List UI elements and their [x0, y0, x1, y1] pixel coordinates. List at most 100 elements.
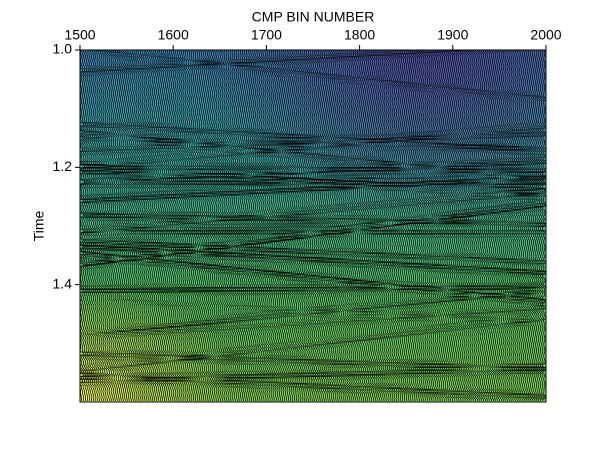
wiggle: [516, 50, 525, 402]
wiggle: [226, 50, 234, 402]
wiggle: [336, 50, 345, 402]
wiggle: [500, 50, 508, 402]
wiggle: [260, 50, 269, 402]
wiggle: [488, 50, 496, 402]
wiggle: [492, 50, 500, 402]
wiggle: [482, 50, 490, 402]
wiggle: [271, 50, 279, 402]
wiggle: [512, 50, 521, 402]
wiggle: [416, 50, 424, 402]
wiggle: [236, 50, 244, 402]
wiggle: [402, 50, 410, 402]
wiggle: [361, 50, 369, 402]
wiggle: [342, 50, 351, 402]
wiggle: [291, 50, 300, 402]
wiggle: [400, 50, 408, 402]
wiggle: [191, 50, 199, 402]
wiggle: [106, 50, 115, 402]
wiggle: [396, 50, 404, 402]
wiggle: [490, 50, 498, 402]
y-tick-label: 1.0: [53, 41, 73, 57]
wiggle: [332, 50, 341, 402]
wiggle: [88, 50, 96, 402]
wiggle: [305, 50, 314, 402]
wiggle: [375, 50, 383, 402]
wiggle: [92, 50, 100, 402]
wiggle: [152, 50, 160, 402]
wiggle: [533, 50, 541, 402]
wiggle: [431, 50, 439, 402]
wiggle: [369, 50, 377, 402]
wiggle: [318, 50, 326, 402]
wiggle: [437, 50, 445, 402]
wiggle: [484, 50, 492, 402]
wiggle: [394, 50, 402, 402]
wiggle: [147, 50, 156, 402]
wiggle: [502, 50, 510, 402]
wiggle: [182, 50, 191, 402]
wiggle: [523, 50, 531, 402]
wiggle-traces: [80, 50, 546, 402]
wiggle: [137, 50, 145, 402]
wiggle: [129, 50, 137, 402]
wiggle: [185, 50, 193, 402]
wiggle: [363, 50, 371, 402]
wiggle: [439, 50, 447, 402]
plot-frame: [79, 49, 547, 403]
wiggle: [472, 50, 480, 402]
wiggle: [166, 50, 174, 402]
wiggle: [379, 50, 387, 402]
wiggle: [154, 50, 162, 402]
wiggle: [244, 50, 252, 402]
wiggle: [178, 50, 187, 402]
wiggle: [539, 50, 546, 402]
wiggle: [264, 50, 273, 402]
wiggle: [504, 50, 512, 402]
wiggle: [297, 50, 305, 402]
wiggle: [537, 50, 545, 402]
wiggle: [465, 50, 474, 402]
wiggle: [367, 50, 375, 402]
wiggle: [455, 50, 463, 402]
wiggle: [441, 50, 449, 402]
x-tick-label: 1600: [158, 27, 189, 43]
wiggle: [234, 50, 242, 402]
wiggle: [381, 50, 390, 402]
wiggle: [86, 50, 94, 402]
wiggle: [426, 50, 435, 402]
wiggle: [289, 50, 297, 402]
wiggle: [529, 50, 537, 402]
wiggle: [435, 50, 442, 402]
wiggle: [80, 50, 88, 402]
wiggle: [377, 50, 385, 402]
wiggle: [514, 50, 523, 402]
wiggle: [117, 50, 124, 402]
wiggle: [221, 50, 230, 402]
wiggle: [357, 50, 365, 402]
wiggle: [90, 50, 98, 402]
wiggle: [119, 50, 127, 402]
wiggle: [262, 50, 271, 402]
wiggle: [324, 50, 332, 402]
wiggle: [541, 50, 546, 402]
wiggle: [506, 50, 514, 402]
wiggle: [467, 50, 475, 402]
wiggle: [314, 50, 322, 402]
wiggle: [429, 50, 437, 402]
wiggle: [322, 50, 330, 402]
wiggle: [275, 50, 283, 402]
wiggle: [386, 50, 394, 402]
wiggle: [150, 50, 158, 402]
wiggle: [180, 50, 189, 402]
wiggle: [248, 50, 256, 402]
wiggle: [205, 50, 213, 402]
wiggle: [228, 50, 236, 402]
wiggle: [410, 50, 418, 402]
wiggle: [398, 50, 406, 402]
wiggle: [80, 50, 86, 402]
wiggle: [424, 50, 433, 402]
wiggle: [283, 50, 291, 402]
wiggle: [498, 50, 506, 402]
wiggle: [219, 50, 228, 402]
